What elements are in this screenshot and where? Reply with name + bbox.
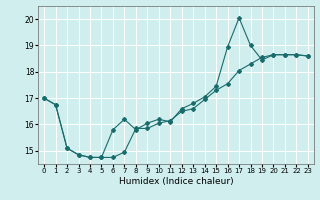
X-axis label: Humidex (Indice chaleur): Humidex (Indice chaleur) <box>119 177 233 186</box>
